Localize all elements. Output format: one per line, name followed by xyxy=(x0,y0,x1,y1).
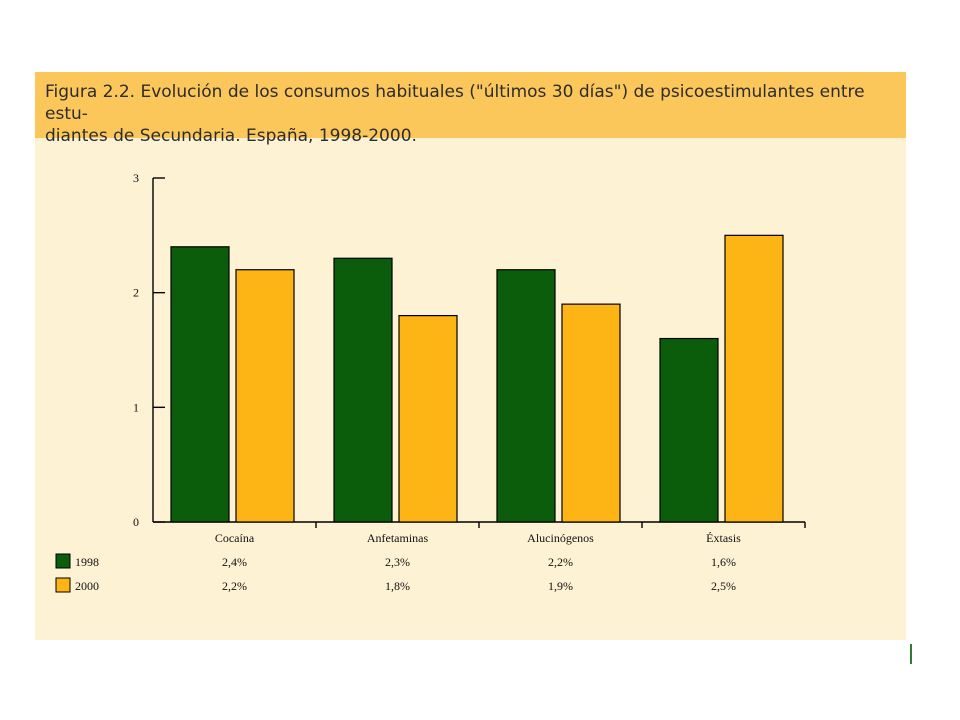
legend-label-2000: 2000 xyxy=(75,579,99,593)
y-tick-label: 3 xyxy=(133,171,139,185)
bar-2000-0 xyxy=(235,269,295,523)
data-label-1998-1: 2,3% xyxy=(385,555,410,569)
x-category-label: Alucinógenos xyxy=(527,531,594,545)
y-tick-label: 0 xyxy=(133,515,139,529)
data-label-2000-0: 2,2% xyxy=(222,579,247,593)
x-category-label: Cocaína xyxy=(215,531,255,545)
figure-title: Figura 2.2. Evolución de los consumos ha… xyxy=(45,81,900,147)
legend-swatch-1998 xyxy=(55,553,71,569)
bar-2000-2 xyxy=(561,303,621,523)
y-tick-label: 1 xyxy=(133,400,139,414)
x-category-label: Anfetaminas xyxy=(367,531,429,545)
bar-1998-0 xyxy=(170,246,230,523)
slide-corner-mark xyxy=(910,644,912,664)
data-label-2000-2: 1,9% xyxy=(548,579,573,593)
legend-swatch-2000 xyxy=(55,577,71,593)
bar-2000-1 xyxy=(398,315,458,523)
data-label-1998-3: 1,6% xyxy=(711,555,736,569)
data-label-1998-0: 2,4% xyxy=(222,555,247,569)
figure-title-line-2: diantes de Secundaria. España, 1998-2000… xyxy=(45,126,417,146)
y-tick-label: 2 xyxy=(133,286,139,300)
data-label-2000-3: 2,5% xyxy=(711,579,736,593)
bar-2000-3 xyxy=(724,234,784,523)
legend-label-1998: 1998 xyxy=(75,555,99,569)
bar-chart: 0 1 2 3 Cocaína Anfetaminas Alucinógenos Éxtasi… xyxy=(55,171,806,593)
bar-1998-1 xyxy=(333,257,393,523)
x-category-label: Éxtasis xyxy=(706,531,741,545)
data-label-2000-1: 1,8% xyxy=(385,579,410,593)
figure-panel: Figura 2.2. Evolución de los consumos ha… xyxy=(35,72,906,640)
figure-title-line-1: Figura 2.2. Evolución de los consumos ha… xyxy=(45,82,865,124)
data-label-1998-2: 2,2% xyxy=(548,555,573,569)
bar-1998-2 xyxy=(496,269,556,523)
bar-1998-3 xyxy=(659,337,719,523)
figure-title-band: Figura 2.2. Evolución de los consumos ha… xyxy=(35,72,906,146)
